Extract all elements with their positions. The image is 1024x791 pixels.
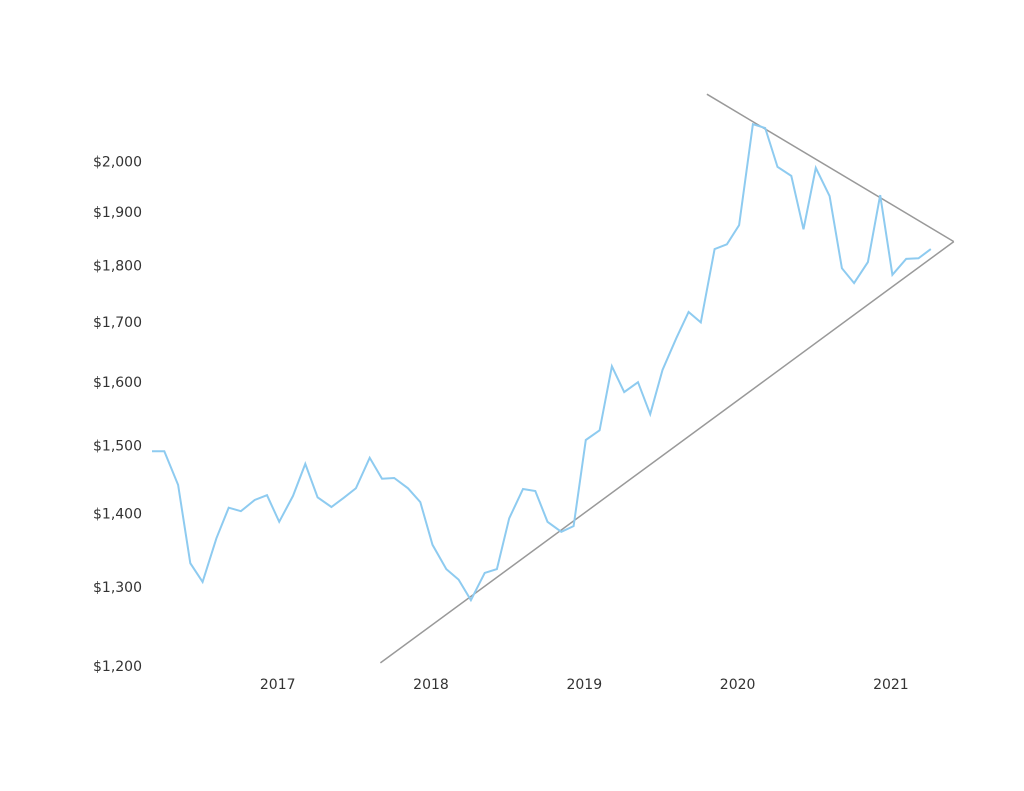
y-tick-label: $1,500	[93, 439, 142, 455]
y-tick-label: $1,300	[93, 580, 142, 596]
trend-line	[379, 240, 955, 664]
y-tick-label: $1,700	[93, 315, 142, 331]
y-tick-label: $1,400	[93, 507, 142, 523]
y-tick-label: $1,600	[93, 375, 142, 391]
price-line	[152, 122, 932, 603]
y-tick-label: $1,200	[93, 659, 142, 675]
y-tick-label: $1,800	[93, 259, 142, 275]
x-tick-label: 2021	[873, 677, 909, 693]
x-tick-label: 2017	[260, 677, 296, 693]
x-tick-label: 2020	[720, 677, 756, 693]
x-tick-label: 2018	[413, 677, 449, 693]
y-tick-label: $1,900	[93, 205, 142, 221]
x-tick-label: 2019	[566, 677, 602, 693]
y-tick-label: $2,000	[93, 154, 142, 170]
trend-line	[706, 93, 955, 243]
